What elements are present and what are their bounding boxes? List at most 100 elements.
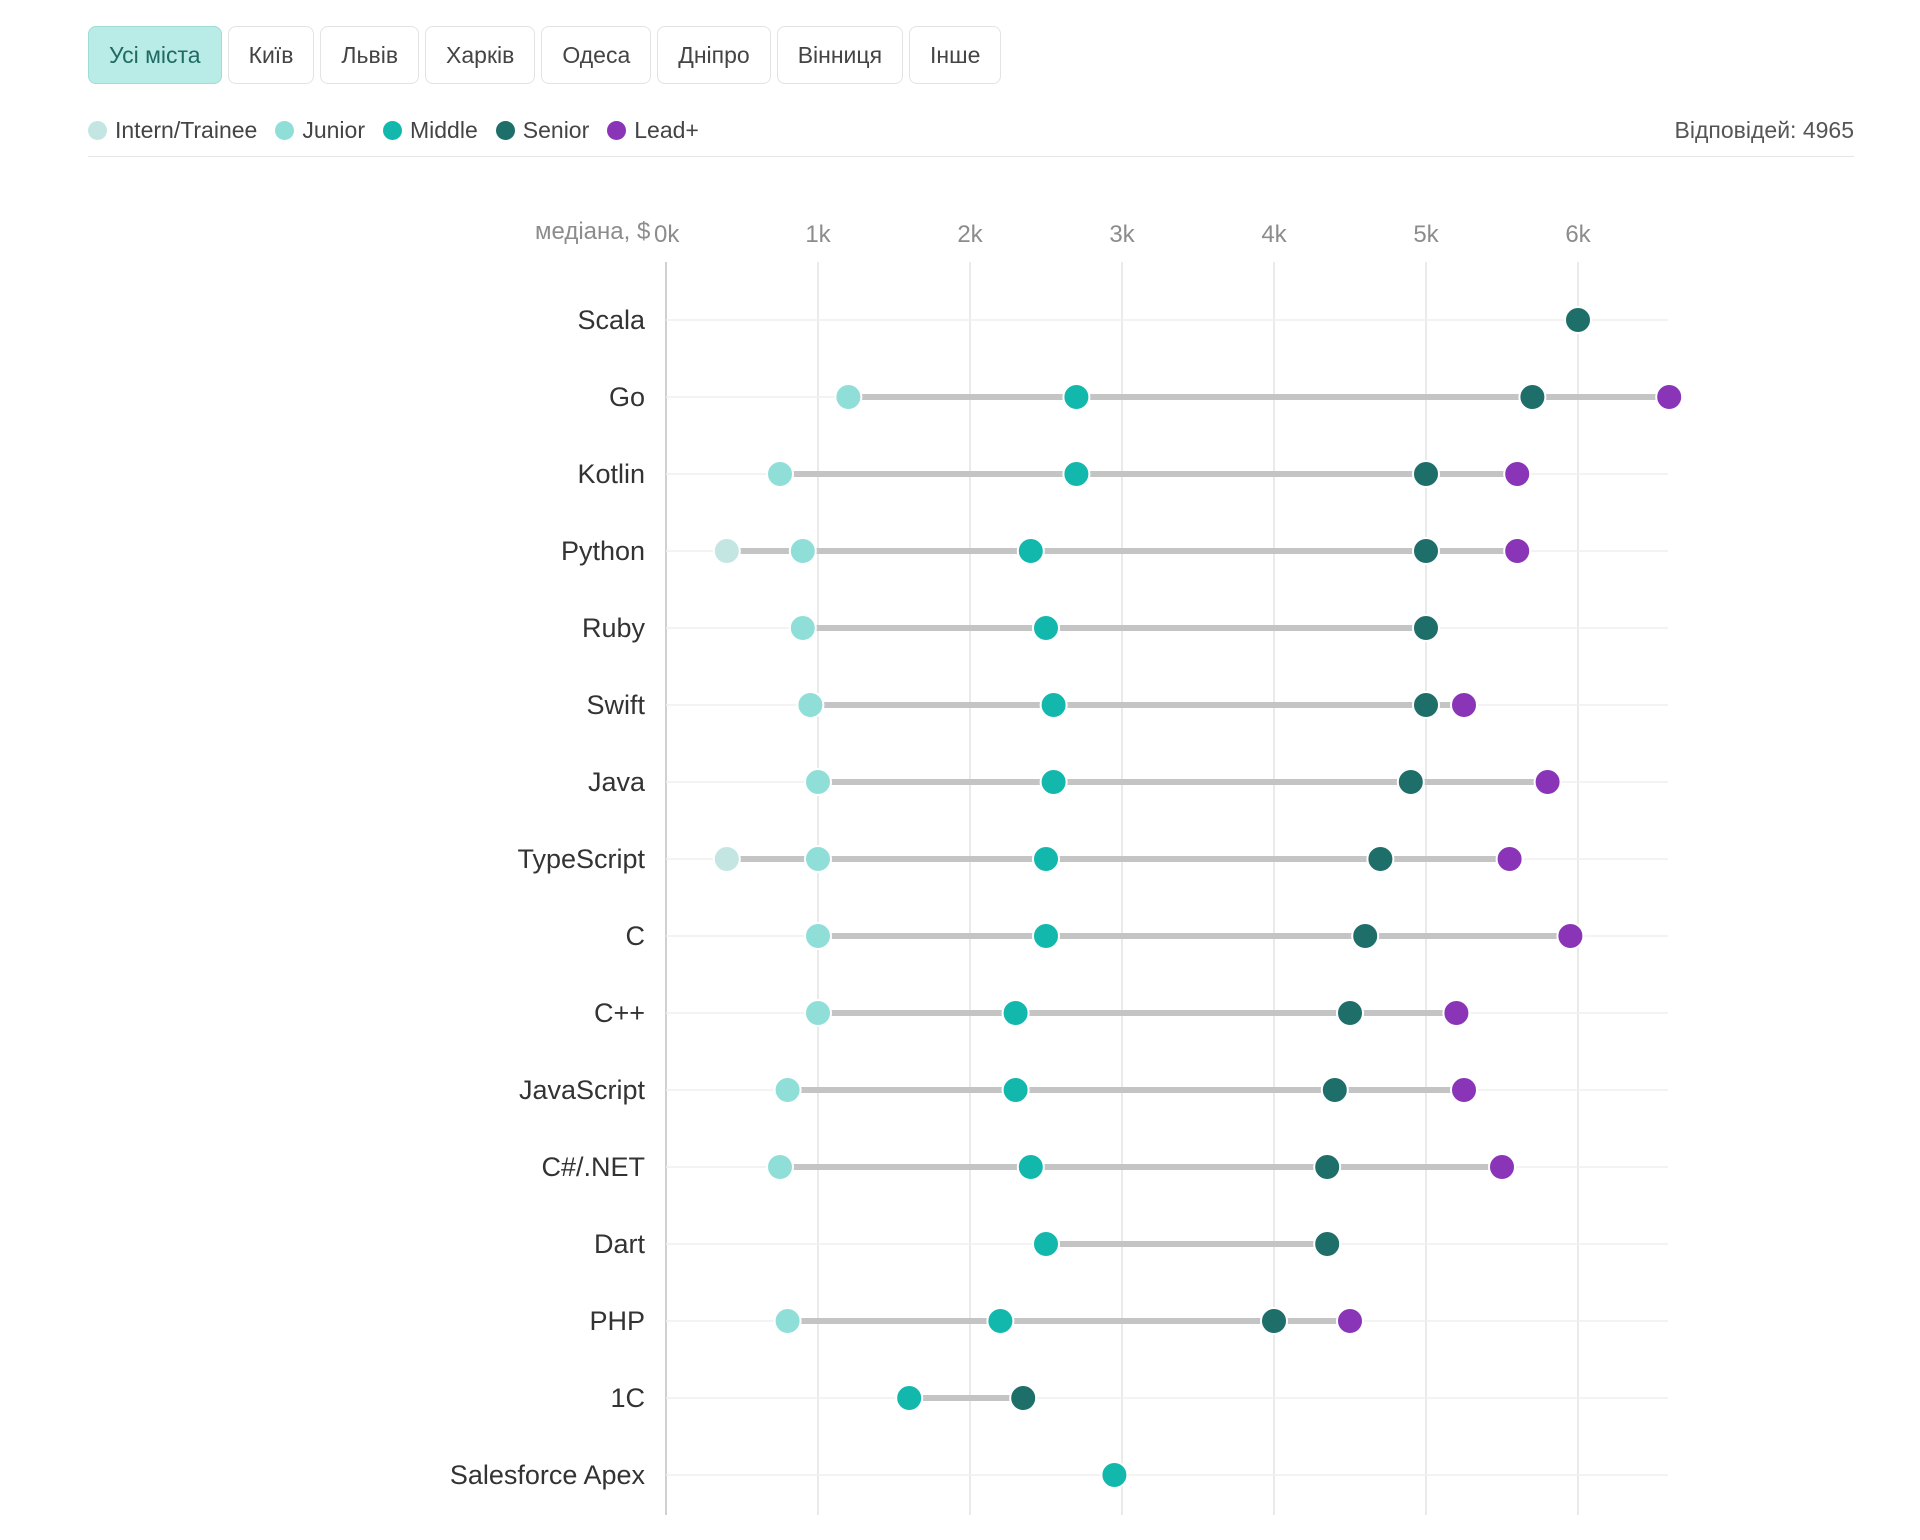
legend-label-middle: Middle xyxy=(410,116,478,143)
point-c-middle xyxy=(1001,999,1030,1027)
point-python-senior xyxy=(1412,537,1440,565)
point-php-lead xyxy=(1336,1307,1364,1335)
point-javascript-junior xyxy=(773,1076,802,1104)
legend-label-senior: Senior xyxy=(522,116,590,143)
tab-lviv[interactable]: Львів xyxy=(320,26,420,84)
point-salesforce-apex-middle xyxy=(1100,1461,1129,1489)
category-label-swift: Swift xyxy=(586,690,645,720)
legend-dot-middle xyxy=(383,120,402,140)
point-kotlin-junior xyxy=(766,460,794,488)
point-kotlin-middle xyxy=(1062,460,1091,488)
category-label-c-net: C#/.NET xyxy=(541,1152,645,1182)
x-tick-label-1k: 1k xyxy=(805,221,831,248)
point-c-net-senior xyxy=(1313,1153,1342,1181)
category-label-ruby: Ruby xyxy=(582,613,646,643)
legend-dot-junior xyxy=(275,120,295,140)
category-label-java: Java xyxy=(588,767,646,797)
point-ruby-middle xyxy=(1032,614,1060,642)
category-label-go: Go xyxy=(609,382,645,412)
category-label-python: Python xyxy=(561,536,645,566)
x-tick-label-5k: 5k xyxy=(1413,221,1439,248)
point-javascript-middle xyxy=(1001,1076,1030,1104)
tab-kharkiv[interactable]: Харків xyxy=(425,26,536,84)
city-tabs: Усі міста Київ Львів Харків Одеса Дніпро… xyxy=(88,26,1002,84)
point-go-senior xyxy=(1518,383,1547,411)
point-c-senior xyxy=(1351,922,1380,950)
point-go-junior xyxy=(834,383,863,411)
tab-other[interactable]: Інше xyxy=(909,26,1002,84)
point-dart-middle xyxy=(1032,1230,1060,1258)
category-label-javascript: JavaScript xyxy=(519,1075,646,1105)
legend-item-junior[interactable]: Junior xyxy=(275,117,365,144)
tab-vinnytsia[interactable]: Вінниця xyxy=(776,26,904,84)
category-label-php: PHP xyxy=(589,1306,645,1336)
point-python-middle xyxy=(1016,537,1045,565)
point-c-net-junior xyxy=(766,1153,794,1181)
responses-count: Відповідей: 4965 xyxy=(1674,116,1854,143)
category-label-c: C++ xyxy=(594,998,645,1028)
tab-kyiv[interactable]: Київ xyxy=(227,26,315,84)
point-swift-junior xyxy=(796,691,825,719)
point-java-middle xyxy=(1039,768,1068,796)
point-1c-middle xyxy=(895,1384,924,1412)
x-tick-label-2k: 2k xyxy=(957,221,983,248)
legend-dot-intern xyxy=(88,120,107,140)
point-ruby-junior xyxy=(788,614,817,642)
point-python-lead xyxy=(1503,537,1532,565)
chart-legend: Intern/Trainee Junior Middle Senior Lead… xyxy=(88,112,699,148)
point-dart-senior xyxy=(1313,1230,1342,1258)
point-go-middle xyxy=(1062,383,1091,411)
point-c-middle xyxy=(1032,922,1060,950)
x-tick-label-0k: 0k xyxy=(654,221,680,248)
point-swift-senior xyxy=(1412,691,1440,719)
legend-item-lead[interactable]: Lead+ xyxy=(607,117,699,144)
point-php-middle xyxy=(986,1307,1015,1335)
point-c-net-middle xyxy=(1016,1153,1045,1181)
point-swift-middle xyxy=(1039,691,1068,719)
point-c-junior xyxy=(804,999,832,1027)
point-typescript-lead xyxy=(1495,845,1524,873)
point-go-lead xyxy=(1655,383,1684,411)
point-python-junior xyxy=(788,537,817,565)
legend-item-senior[interactable]: Senior xyxy=(495,116,590,144)
point-java-senior xyxy=(1396,768,1425,796)
point-java-lead xyxy=(1533,768,1562,796)
legend-dot-lead xyxy=(607,120,627,140)
category-label-salesforce-apex: Salesforce Apex xyxy=(450,1460,646,1490)
tab-dnipro[interactable]: Дніпро xyxy=(657,26,771,84)
point-c-senior xyxy=(1336,999,1364,1027)
category-label-typescript: TypeScript xyxy=(517,844,645,874)
category-label-dart: Dart xyxy=(594,1229,646,1259)
point-c-junior xyxy=(804,922,832,950)
x-tick-label-6k: 6k xyxy=(1565,221,1591,248)
legend-item-middle[interactable]: Middle xyxy=(383,117,478,144)
point-python-intern-trainee xyxy=(712,537,741,565)
tab-odesa[interactable]: Одеса xyxy=(541,26,652,84)
x-tick-label-3k: 3k xyxy=(1109,221,1135,248)
legend-label-junior: Junior xyxy=(302,116,365,143)
legend-label-lead: Lead+ xyxy=(634,116,699,143)
header-divider xyxy=(88,156,1854,157)
point-java-junior xyxy=(804,768,832,796)
x-axis-prefix: медіана, $ xyxy=(535,218,651,245)
point-typescript-junior xyxy=(804,845,832,873)
point-scala-senior xyxy=(1564,306,1592,334)
point-kotlin-lead xyxy=(1503,460,1532,488)
point-typescript-middle xyxy=(1032,845,1060,873)
point-c-lead xyxy=(1442,999,1471,1027)
point-swift-lead xyxy=(1450,691,1478,719)
tab-all-cities[interactable]: Усі міста xyxy=(88,26,222,84)
point-1c-senior xyxy=(1009,1384,1038,1412)
point-c-net-lead xyxy=(1488,1153,1516,1181)
legend-dot-senior xyxy=(495,120,515,140)
legend-item-intern[interactable]: Intern/Trainee xyxy=(88,117,257,144)
point-javascript-lead xyxy=(1450,1076,1478,1104)
point-typescript-senior xyxy=(1366,845,1395,873)
point-c-lead xyxy=(1556,922,1585,950)
legend-label-intern: Intern/Trainee xyxy=(115,116,258,143)
category-label-scala: Scala xyxy=(577,305,646,335)
x-tick-label-4k: 4k xyxy=(1261,221,1287,248)
point-kotlin-senior xyxy=(1412,460,1440,488)
point-php-junior xyxy=(773,1307,802,1335)
